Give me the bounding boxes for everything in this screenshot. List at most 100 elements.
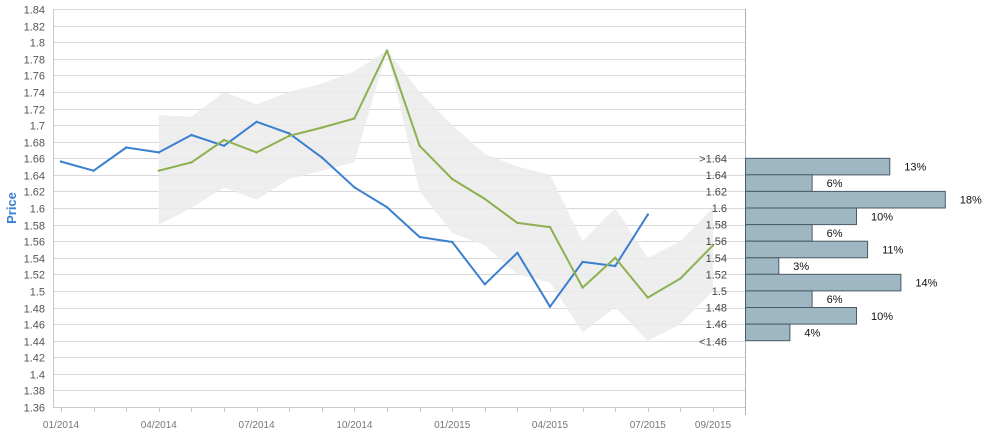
y-axis-label: Price [4,192,19,224]
histogram-label: 1.6 [712,203,727,215]
series-point [548,305,552,308]
x-tick-label: 09/2015 [695,420,732,431]
y-tick-label: 1.62 [24,187,45,199]
y-tick-label: 1.36 [24,403,45,415]
series-point [157,169,160,172]
series-point [451,177,454,181]
series-point [483,283,486,286]
series-point [222,144,226,147]
series-point [92,169,95,172]
histogram-bar [745,157,891,176]
series-point [581,286,584,289]
y-tick-label: 1.8 [30,38,45,50]
series-point [320,156,323,159]
y-tick-label: 1.42 [24,353,45,365]
series-point [614,256,617,259]
series-point [125,146,128,149]
axes: 1.36 1.38 1.4 1.42 1.44 1.46 1.48 1.5 1.52 1.54 1.… [24,5,746,431]
y-tick-label: 1.52 [24,270,45,282]
series-point [385,49,389,52]
y-tick-label: 1.78 [24,55,45,67]
series-point [190,133,193,137]
grid [53,9,745,408]
histogram-label: 1.46 [706,319,727,331]
series-point [385,206,389,209]
series-point [711,244,715,247]
histogram-bar [745,190,946,209]
y-tick-label: 1.54 [24,254,45,266]
histogram-percent: 13% [904,162,926,174]
series-point [157,151,160,154]
y-tick-label: 1.74 [24,88,45,100]
y-tick-label: 1.66 [24,154,45,166]
histogram-percent: 10% [871,211,893,223]
x-tick-label: 07/2015 [630,420,667,431]
y-tick-label: 1.48 [24,304,45,316]
histogram-label: 1.56 [706,236,727,248]
histogram-bar [745,174,813,192]
histogram-bar [745,307,857,325]
distribution-histogram: 13% 6% 18% 10% 6% 11% 3% 14% 6% 10% 4% >1.64 1.64 1.6… [699,153,982,348]
x-tick-label: 01/2015 [434,420,471,431]
x-tick-label: 10/2014 [336,420,373,431]
histogram-label: 1.48 [706,303,727,315]
series-point [255,120,258,124]
y-tick-label: 1.38 [24,386,45,398]
x-tick-label: 07/2014 [239,420,276,431]
series-point [646,296,649,299]
series-point [190,161,193,164]
series-point [418,235,421,239]
series-point [288,132,291,135]
series-line [158,49,714,299]
y-tick-label: 1.64 [24,171,45,183]
series-point [581,260,584,264]
series-actual [59,120,649,308]
x-tick-label: 04/2015 [532,420,569,431]
histogram-bar [745,224,813,242]
y-tick-label: 1.44 [24,337,45,349]
series-point [646,213,649,216]
histogram-label: 1.62 [706,186,727,198]
forecast-band [158,50,714,341]
y-tick-label: 1.82 [24,22,45,34]
series-point [353,117,356,120]
forecast-band-area [158,50,714,341]
series-point [288,134,291,138]
histogram-percent: 11% [882,245,903,257]
y-tick-label: 1.56 [24,237,45,249]
histogram-label: 1.54 [706,253,727,265]
histogram-percent: 6% [827,178,843,190]
series-point [614,264,617,268]
series-point [679,277,682,280]
y-tick-label: 1.7 [30,121,45,133]
histogram-bar [745,273,902,292]
histogram-label: <1.46 [699,337,727,349]
y-tick-label: 1.68 [24,138,45,150]
x-tick-label: 01/2014 [43,420,80,431]
y-tick-label: 1.46 [24,320,45,332]
histogram-label: 1.58 [706,220,727,232]
histogram-percent: 4% [804,327,820,339]
series-point [353,186,356,189]
histogram-percent: 10% [871,311,893,323]
series-point [548,225,552,229]
y-tick-label: 1.4 [30,370,45,382]
histogram-percent: 14% [915,278,937,290]
histogram-bar [745,207,857,226]
series-point [451,240,454,244]
histogram-percent: 6% [827,294,843,306]
histogram-percent: 18% [960,195,982,207]
histogram-label: 1.64 [706,170,727,182]
histogram-bar [745,290,813,308]
histogram-label: >1.64 [699,153,727,165]
series-point [222,138,226,142]
y-tick-label: 1.84 [24,5,45,17]
series-point [483,197,486,201]
series-forecast [157,49,715,299]
histogram-bar [745,257,780,275]
y-tick-label: 1.6 [30,204,45,216]
histogram-label: 1.5 [712,286,727,298]
series-point [59,160,63,163]
series-point [255,151,258,154]
